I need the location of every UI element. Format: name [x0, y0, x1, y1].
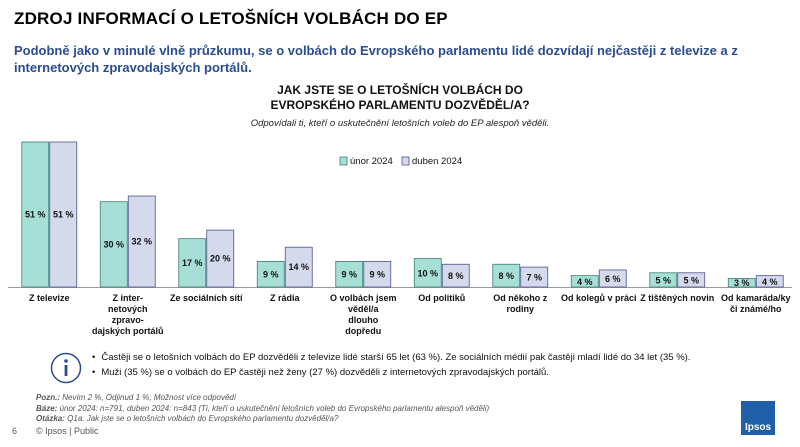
- category-label: Od někoho z rodiny: [493, 293, 548, 314]
- bar-duben: [755, 275, 784, 288]
- bar-value-label: 14 %: [288, 262, 309, 272]
- bar-unor: [256, 261, 285, 288]
- bar-duben: [127, 195, 156, 288]
- category-label: Z inter-netových zpravo-dajských portálů: [92, 293, 164, 336]
- bar-unor: [335, 261, 364, 288]
- bar-value-label: 30 %: [103, 239, 124, 249]
- bar-value-label: 9 %: [369, 270, 385, 280]
- bar-value-label: 4 %: [577, 277, 593, 287]
- bar-unor: [99, 201, 128, 288]
- chart-question: JAK JSTE SE O LETOŠNÍCH VOLBÁCH DO EVROP…: [200, 83, 600, 113]
- bar-value-label: 20 %: [210, 254, 231, 264]
- category-label: Z televize: [29, 293, 70, 303]
- bar-value-label: 8 %: [448, 271, 464, 281]
- question-line-2: EVROPSKÉHO PARLAMENTU DOZVĚDĚL/A?: [270, 98, 530, 112]
- ipsos-logo: Ipsos: [741, 401, 775, 435]
- bar-value-label: 3 %: [734, 278, 750, 288]
- bar-unor: [492, 263, 521, 288]
- note-text: Nevím 2 %, Odjinud 1 %; Možnost více odp…: [62, 393, 237, 402]
- info-item: Častěji se o letošních volbách do EP doz…: [92, 350, 690, 365]
- info-box: Častěji se o letošních volbách do EP doz…: [50, 350, 780, 392]
- info-item: Muži (35 %) se o volbách do EP častěji n…: [92, 365, 690, 380]
- category-label: Ze sociálních sítí: [170, 293, 243, 303]
- bar-unor: [178, 238, 207, 288]
- bar-value-label: 4 %: [762, 277, 778, 287]
- category-label: O volbách jsem věděl/a dlouho dopředu: [330, 293, 397, 336]
- bar-duben: [206, 229, 235, 288]
- base-text: únor 2024: n=791, duben 2024: n=843 (Ti,…: [59, 403, 490, 413]
- question-label: Otázka:: [36, 414, 65, 423]
- legend-label: duben 2024: [412, 156, 462, 167]
- category-label: Od kolegů v práci: [561, 293, 637, 303]
- bar-value-label: 51 %: [25, 210, 46, 220]
- bar-unor: [570, 275, 599, 288]
- bar-value-label: 7 %: [526, 273, 542, 283]
- bar-value-label: 9 %: [341, 270, 357, 280]
- copyright: © Ipsos | Public: [36, 426, 99, 436]
- bar-value-label: 51 %: [53, 210, 74, 220]
- bar-unor: [727, 278, 756, 288]
- bar-chart: 51 % 51 % Z televize 30 % 32 % Z inter-netový…: [8, 141, 792, 336]
- bar-value-label: 6 %: [605, 274, 621, 284]
- info-icon: [50, 352, 82, 384]
- bar-value-label: 9 %: [263, 270, 279, 280]
- bar-value-label: 5 %: [655, 275, 671, 285]
- bar-duben: [363, 261, 392, 288]
- bar-unor: [649, 272, 678, 288]
- headline: Podobně jako v minulé vlně průzkumu, se …: [14, 43, 738, 75]
- bar-unor: [413, 258, 442, 288]
- question-text: Q1a. Jak jste se o letošních volbách do …: [67, 414, 339, 423]
- category-label: Z rádia: [270, 293, 301, 303]
- page-title: ZDROJ INFORMACÍ O LETOŠNÍCH VOLBÁCH DO E…: [14, 9, 448, 28]
- bar-duben: [284, 246, 313, 288]
- legend-swatch: [401, 156, 410, 166]
- info-list: Častěji se o letošních volbách do EP doz…: [92, 350, 690, 380]
- category-label: Od kamaráda/ky či známé/ho: [721, 293, 791, 314]
- note-label: Pozn.:: [36, 393, 60, 402]
- page-number: 6: [12, 426, 18, 436]
- category-label: Z tištěných novin: [640, 293, 714, 303]
- bar-unor: [21, 141, 50, 288]
- category-label: Od politiků: [418, 293, 465, 303]
- bar-value-label: 17 %: [182, 258, 203, 268]
- question-subtitle: Odpovídali ti, kteří o uskutečnění letoš…: [250, 118, 550, 129]
- bar-value-label: 5 %: [683, 275, 699, 285]
- bar-value-label: 8 %: [498, 271, 514, 281]
- legend-label: únor 2024: [350, 156, 393, 167]
- base-label: Báze:: [36, 403, 58, 413]
- bar-duben: [677, 272, 706, 288]
- bar-duben: [441, 263, 470, 288]
- bar-duben: [598, 269, 627, 288]
- bar-duben: [520, 266, 549, 288]
- bar-duben: [49, 141, 78, 288]
- legend-swatch: [339, 156, 348, 166]
- question-line-1: JAK JSTE SE O LETOŠNÍCH VOLBÁCH DO: [277, 83, 523, 97]
- footnotes: Pozn.: Nevím 2 %, Odjinud 1 %; Možnost v…: [36, 393, 489, 425]
- bar-value-label: 32 %: [131, 237, 152, 247]
- bar-value-label: 10 %: [417, 268, 438, 278]
